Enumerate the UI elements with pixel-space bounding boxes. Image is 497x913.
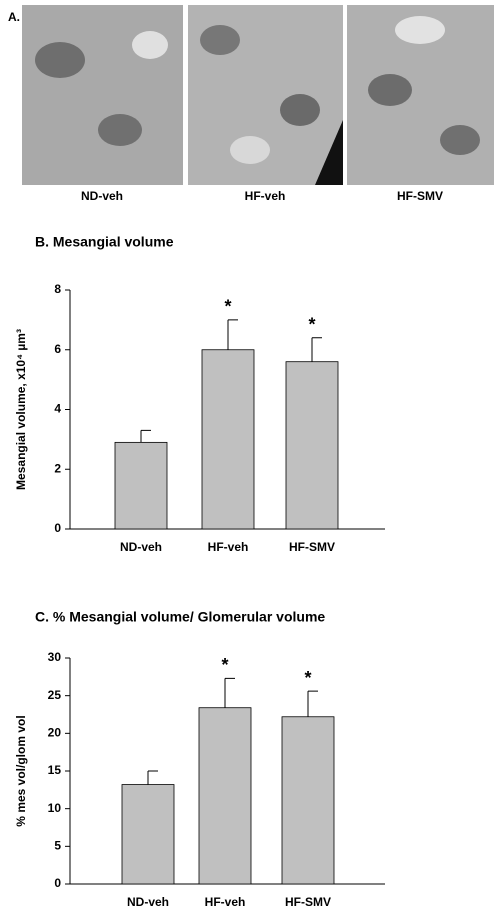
bar: [198, 707, 252, 885]
micrograph-caption: HF-SMV: [397, 189, 443, 203]
error-bar: [140, 429, 151, 443]
y-tick-label: 30: [48, 650, 62, 664]
micrographs: [22, 5, 494, 185]
bar: [281, 716, 335, 885]
error-bar: [227, 319, 238, 350]
error-bar: [224, 677, 235, 708]
micrograph-caption: HF-veh: [245, 189, 286, 203]
y-axis-label: % mes vol/glom vol: [14, 715, 28, 826]
nucleus: [200, 25, 240, 55]
significance-marker: *: [308, 315, 315, 335]
micrograph: [22, 5, 183, 185]
bar: [285, 361, 339, 530]
lumen: [395, 16, 445, 44]
nucleus: [440, 125, 480, 155]
y-axis-label: Mesangial volume, x10⁴ µm³: [14, 329, 28, 490]
y-tick-label: 25: [48, 688, 62, 702]
y-tick-label: 20: [48, 726, 62, 740]
chart-title: C. % Mesangial volume/ Glomerular volume: [35, 609, 325, 625]
error-bar: [307, 690, 318, 717]
y-tick-label: 6: [54, 342, 61, 356]
nucleus: [35, 42, 85, 78]
micrograph-caption: ND-veh: [81, 189, 123, 203]
y-tick-label: 0: [54, 876, 61, 890]
x-tick-label: ND-veh: [127, 895, 169, 909]
x-tick-label: ND-veh: [120, 540, 162, 554]
y-tick-label: 2: [54, 461, 61, 475]
significance-marker: *: [221, 655, 228, 675]
bar: [121, 784, 175, 885]
nucleus: [368, 74, 412, 106]
nucleus: [98, 114, 142, 146]
chart-title: B. Mesangial volume: [35, 234, 174, 250]
significance-marker: *: [224, 297, 231, 317]
y-tick-label: 0: [54, 521, 61, 535]
x-tick-label: HF-SMV: [289, 540, 335, 554]
shadow: [315, 120, 343, 185]
y-tick-label: 4: [54, 402, 61, 416]
significance-marker: *: [304, 668, 311, 688]
x-tick-label: HF-SMV: [285, 895, 331, 909]
error-bar: [311, 337, 322, 362]
lumen: [132, 31, 168, 59]
panel-label: A.: [8, 10, 20, 24]
bar: [201, 349, 255, 530]
x-tick-label: HF-veh: [205, 895, 246, 909]
bar: [114, 441, 168, 530]
y-tick-label: 8: [54, 282, 61, 296]
nucleus: [280, 94, 320, 126]
y-tick-label: 15: [48, 763, 62, 777]
lumen: [230, 136, 270, 164]
y-tick-label: 10: [48, 801, 62, 815]
error-bar: [147, 770, 158, 785]
x-tick-label: HF-veh: [208, 540, 249, 554]
y-tick-label: 5: [54, 839, 61, 853]
